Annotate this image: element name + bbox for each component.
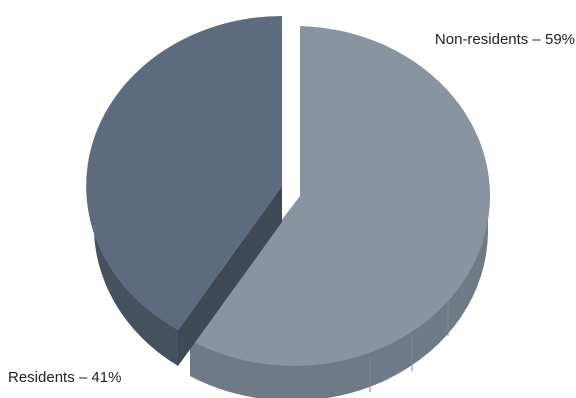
slice-non-residents-side [190, 196, 488, 398]
slice-residents-top [86, 16, 283, 330]
label-non-residents: Non-residents – 59% [435, 31, 575, 48]
label-residents: Residents – 41% [8, 369, 121, 386]
slice-residents-side [93, 186, 178, 366]
slice-residents [86, 16, 283, 366]
slice-residents-cut-face [178, 186, 282, 366]
slice-non-residents [190, 26, 491, 398]
slice-non-residents-top [190, 26, 491, 366]
